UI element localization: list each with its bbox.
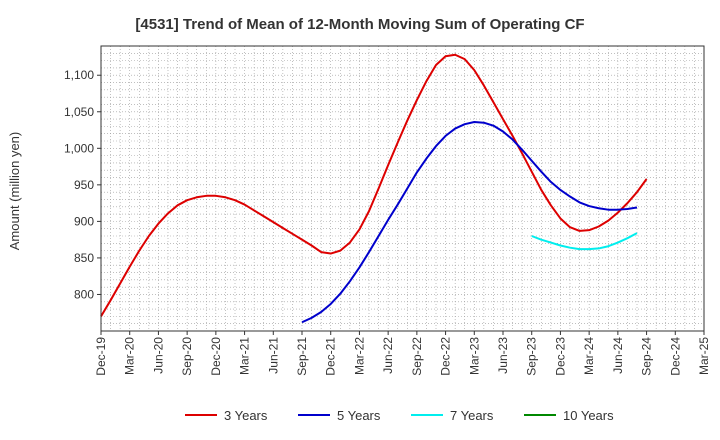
x-tick-label: Sep-22 (410, 337, 424, 376)
chart-title: [4531] Trend of Mean of 12-Month Moving … (135, 16, 584, 33)
x-tick-label: Mar-21 (238, 337, 252, 375)
y-tick-label: 800 (74, 287, 94, 301)
y-axis-label: Amount (million yen) (7, 132, 22, 251)
x-tick-label: Jun-21 (266, 337, 280, 374)
x-tick-label: Jun-20 (151, 337, 165, 374)
x-tick-label: Jun-23 (496, 337, 510, 374)
x-tick-label: Mar-22 (352, 337, 366, 375)
legend: 3 Years 5 Years 7 Years 10 Years (185, 408, 614, 423)
x-axis-ticks: Dec-19 Mar-20 Jun-20 Sep-20 Dec-20 Mar-21 Jun-… (94, 331, 711, 376)
y-axis-ticks: 800 850 900 950 1,000 1,050 1,100 (64, 68, 101, 301)
plot-background (101, 46, 704, 331)
x-tick-label: Mar-25 (697, 337, 711, 375)
y-tick-label: 1,100 (64, 68, 94, 82)
x-tick-label: Sep-24 (640, 337, 654, 376)
x-tick-label: Jun-24 (611, 337, 625, 374)
series-line-5-years (301, 121, 638, 324)
x-tick-label: Mar-23 (467, 337, 481, 375)
plot-border (100, 45, 705, 332)
legend-label: 3 Years (224, 408, 268, 423)
series-line-3-years (100, 53, 648, 317)
x-tick-label: Dec-22 (439, 337, 453, 376)
axes (100, 45, 705, 332)
x-tick-label: Dec-19 (94, 337, 108, 376)
y-tick-label: 1,050 (64, 105, 94, 119)
y-tick-label: 900 (74, 214, 94, 228)
x-tick-label: Dec-23 (553, 337, 567, 376)
series-lines (100, 53, 648, 324)
x-tick-label: Dec-20 (209, 337, 223, 376)
x-tick-label: Dec-24 (668, 337, 682, 376)
grid-lines (100, 45, 705, 332)
x-tick-label: Jun-22 (381, 337, 395, 374)
x-tick-label: Sep-23 (525, 337, 539, 376)
x-tick-label: Mar-20 (123, 337, 137, 375)
x-tick-label: Sep-21 (295, 337, 309, 376)
y-tick-label: 850 (74, 251, 94, 265)
x-tick-label: Mar-24 (582, 337, 596, 375)
legend-label: 10 Years (563, 408, 614, 423)
legend-label: 7 Years (450, 408, 494, 423)
y-tick-label: 950 (74, 178, 94, 192)
legend-label: 5 Years (337, 408, 381, 423)
plot-area (101, 46, 704, 331)
x-tick-label: Dec-21 (324, 337, 338, 376)
series-line-7-years (531, 232, 638, 251)
x-tick-label: Sep-20 (180, 337, 194, 376)
y-tick-label: 1,000 (64, 141, 94, 155)
